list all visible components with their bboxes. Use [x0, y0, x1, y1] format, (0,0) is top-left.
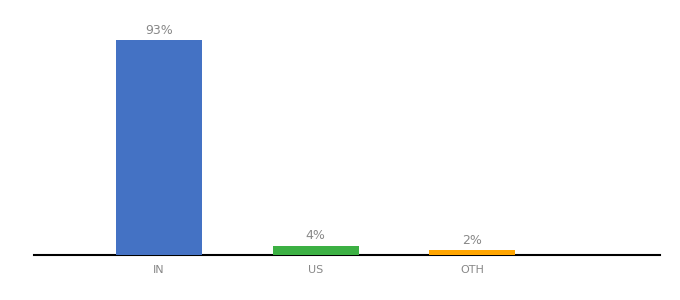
- Text: 2%: 2%: [462, 234, 482, 247]
- Bar: [273, 246, 358, 255]
- Bar: [116, 40, 202, 255]
- Text: 93%: 93%: [146, 24, 173, 37]
- Text: 4%: 4%: [305, 229, 326, 242]
- Bar: [429, 250, 515, 255]
